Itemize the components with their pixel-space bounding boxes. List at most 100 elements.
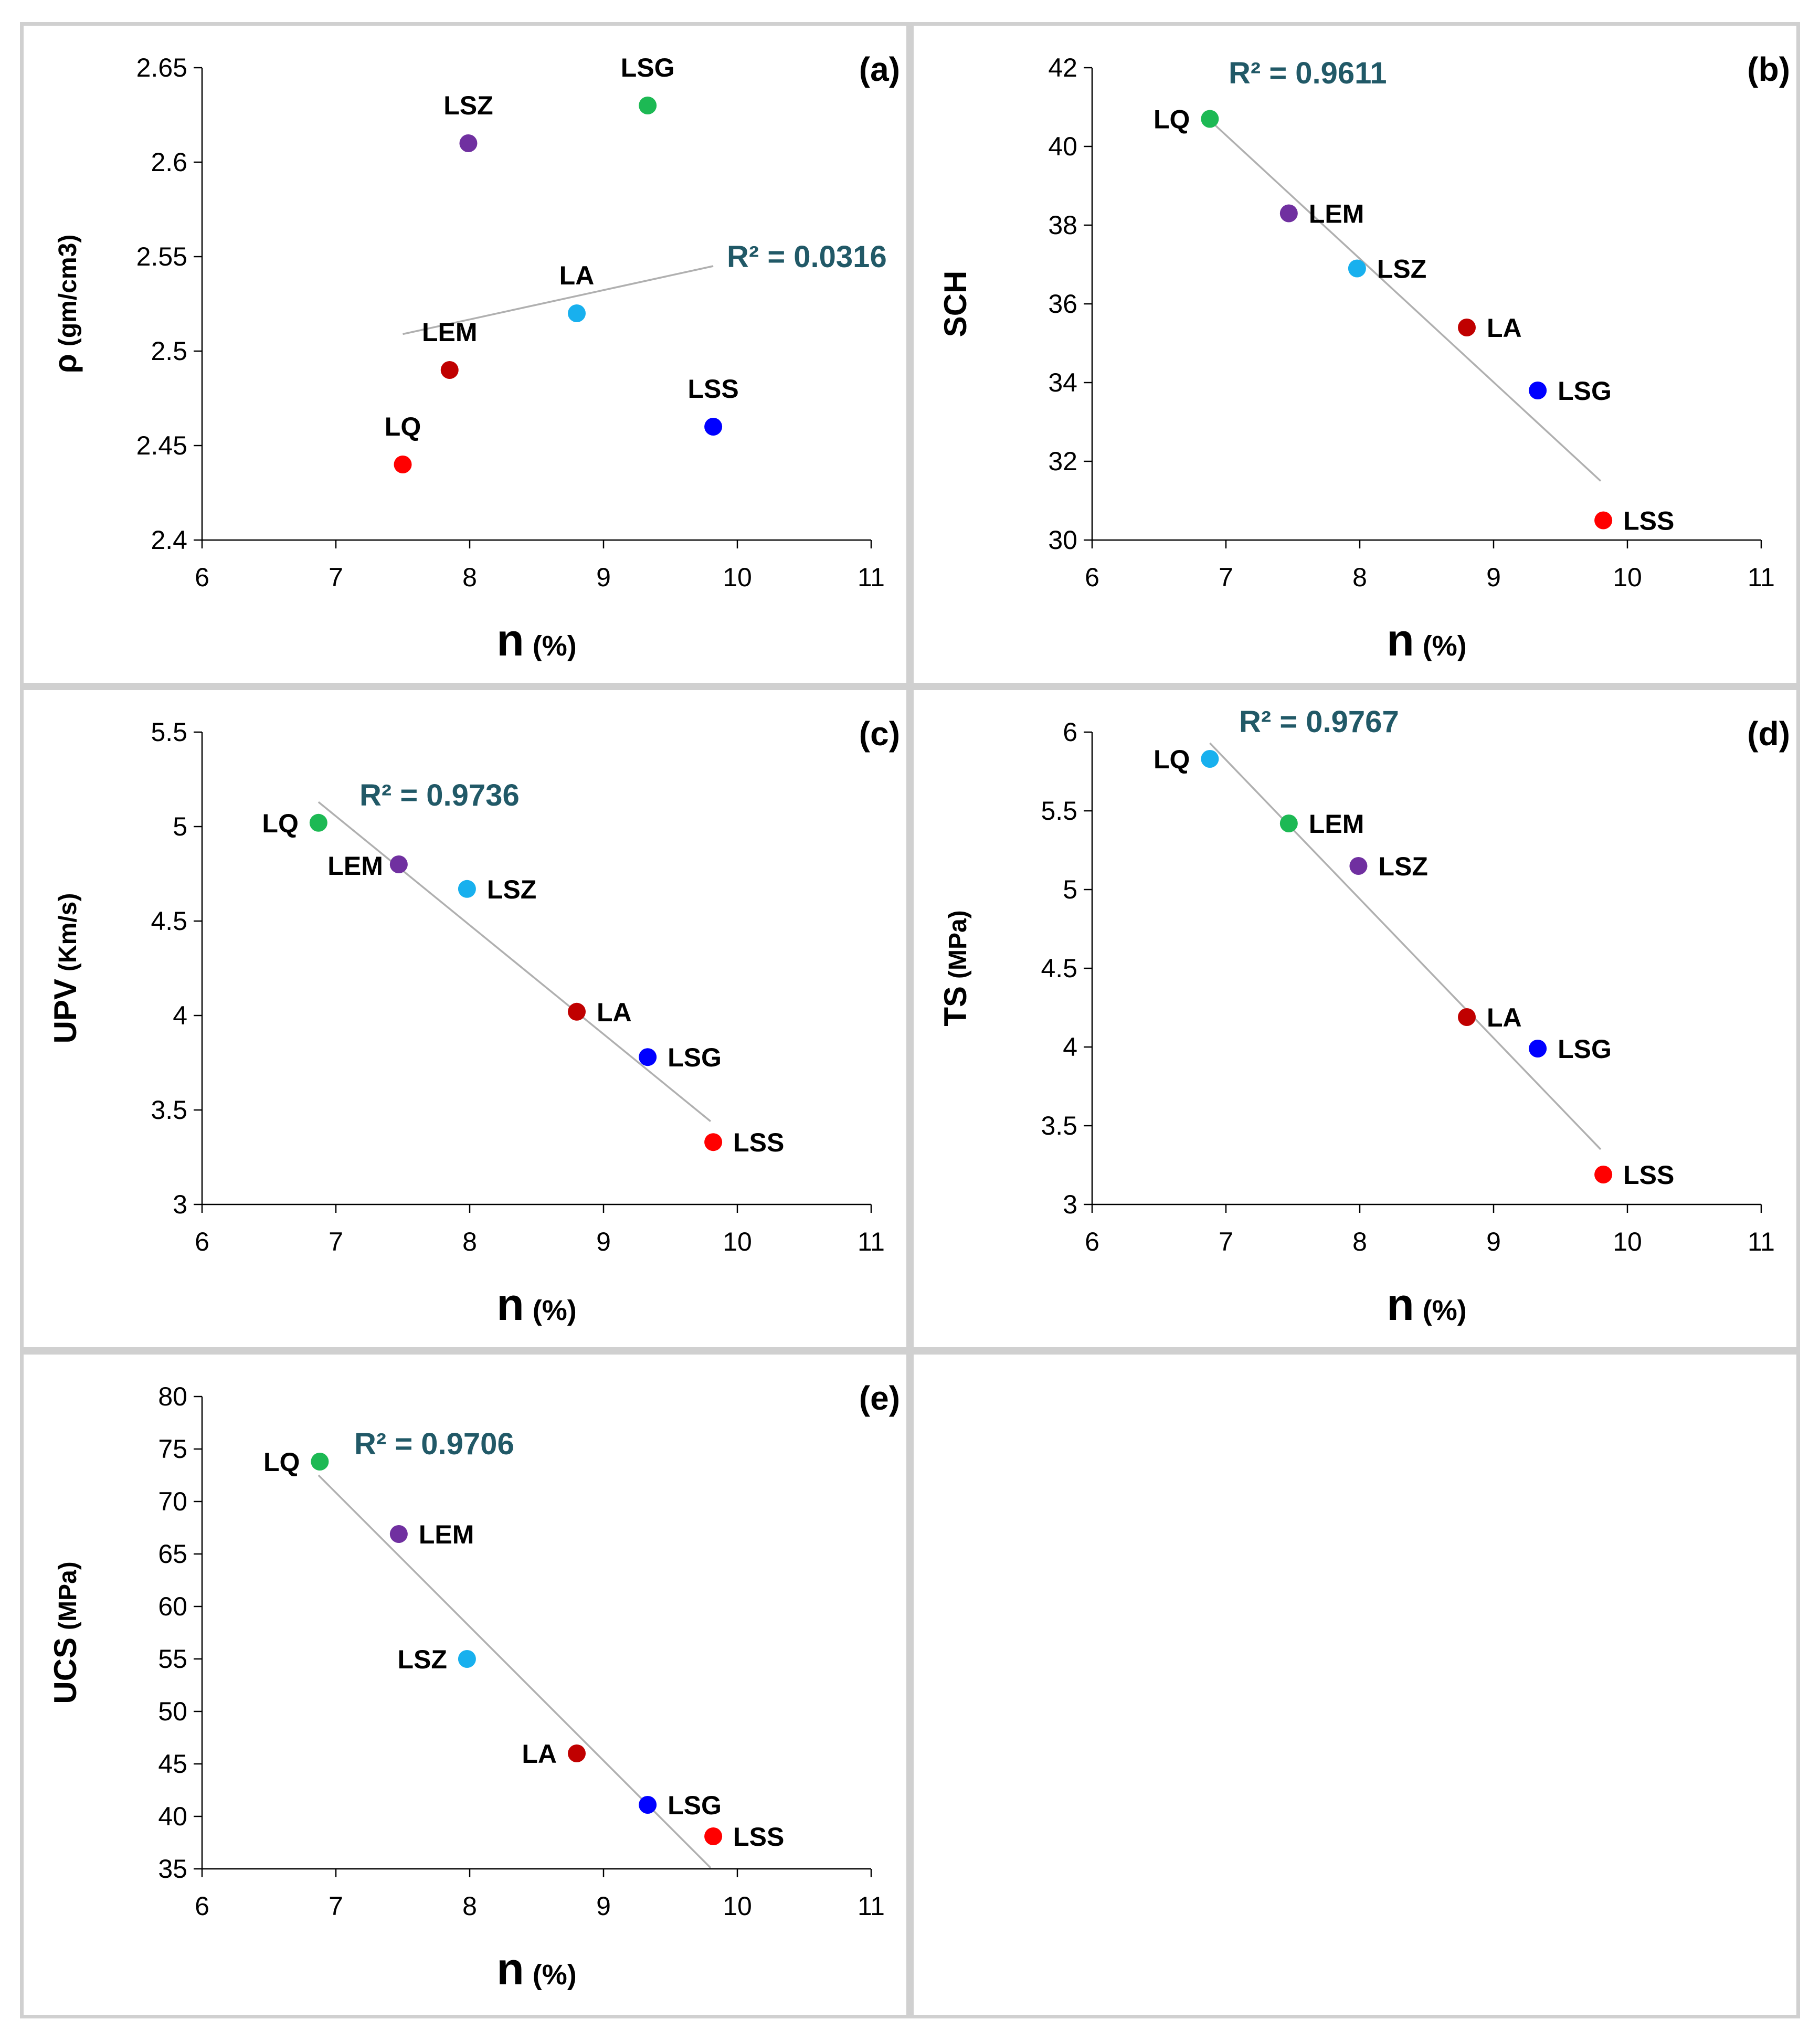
x-tick-label: 8 [462, 1891, 477, 1921]
y-tick-label: 35 [158, 1854, 187, 1884]
trend-line [1212, 122, 1602, 482]
r-squared-label: R² = 0.9767 [1239, 705, 1399, 739]
x-axis-title-main: n [496, 1944, 524, 1994]
point-label-lss: LSS [733, 1128, 784, 1157]
point-label-lq: LQ [262, 809, 298, 838]
x-tick-label: 7 [329, 563, 343, 592]
x-tick-label: 11 [1748, 563, 1775, 592]
point-label-lq: LQ [1154, 745, 1190, 774]
point-label-lsg: LSG [1558, 1034, 1612, 1064]
y-axis-title: ρ (gm/cm3) [48, 235, 83, 374]
x-tick-label: 8 [1352, 1227, 1367, 1256]
y-tick-label: 75 [158, 1434, 187, 1464]
x-axis-title-unit: (%) [1423, 630, 1467, 662]
x-tick-label: 10 [1613, 563, 1642, 592]
x-axis-title: n (%) [1387, 615, 1467, 665]
y-tick-label: 32 [1048, 447, 1077, 476]
data-point-lsg [639, 1796, 657, 1814]
trend-line [1209, 742, 1602, 1150]
point-label-la: LA [597, 998, 632, 1027]
data-point-lq [309, 813, 327, 832]
y-axis-title: UCS (MPa) [48, 1561, 83, 1704]
point-label-la: LA [522, 1739, 557, 1769]
x-tick-label: 6 [1085, 563, 1099, 592]
trend-line [403, 265, 714, 335]
x-tick-label: 7 [1219, 1227, 1233, 1256]
point-label-lsz: LSZ [397, 1645, 447, 1674]
y-axis-title-unit: (Km/s) [54, 893, 82, 971]
point-label-lem: LEM [1309, 199, 1364, 229]
data-point-lsz [1348, 259, 1366, 278]
y-axis-title-main: SCH [938, 271, 973, 337]
y-tick-label: 60 [158, 1592, 187, 1621]
point-label-lem: LEM [422, 318, 478, 347]
chart-panel-d: 6 7 8 9 10 11 3 3.5 4 4.5 5 5.5 6 LQ LEM LSZ LA LSG LSS R² … [910, 686, 1800, 1351]
y-tick-label: 80 [158, 1382, 187, 1411]
panel-label: (d) [1747, 715, 1790, 753]
y-axis-title-unit: (gm/cm3) [54, 235, 82, 346]
x-tick-label: 10 [723, 1227, 752, 1256]
data-point-la [568, 1002, 586, 1021]
point-label-la: LA [1487, 313, 1522, 343]
point-label-lq: LQ [263, 1447, 300, 1477]
x-axis-title: n (%) [496, 1944, 577, 1994]
x-tick-label: 8 [1352, 563, 1367, 592]
panel-label: (b) [1747, 50, 1790, 88]
point-label-lem: LEM [327, 851, 383, 881]
chart-svg-a: 6 7 8 9 10 11 2.4 2.45 2.5 2.55 2.6 2.65 LQ LEM LSZ LA L… [48, 50, 900, 665]
x-tick-label: 6 [195, 1227, 209, 1256]
point-label-lsz: LSZ [1378, 852, 1427, 881]
data-point-lem [440, 361, 459, 379]
y-axis-title-main: TS [938, 986, 973, 1027]
x-tick-label: 10 [1613, 1227, 1642, 1256]
empty-panel [910, 1351, 1800, 2018]
y-tick-label: 70 [158, 1487, 187, 1516]
y-axis-title-unit: (MPa) [54, 1561, 82, 1630]
x-tick-label: 8 [462, 1227, 477, 1256]
point-label-lsz: LSZ [487, 875, 536, 904]
y-tick-label: 2.4 [151, 525, 187, 555]
x-tick-label: 9 [1486, 1227, 1501, 1256]
chart-svg-c: 6 7 8 9 10 11 3 3.5 4 4.5 5 5.5 LQ LEM LSZ LA LSG LSS R² =… [48, 715, 900, 1330]
data-point-lss [704, 1133, 723, 1151]
x-axis-title-unit: (%) [533, 1295, 577, 1326]
x-tick-label: 9 [1486, 563, 1501, 592]
y-tick-label: 5 [173, 812, 187, 841]
data-point-lsg [639, 97, 657, 114]
y-tick-label: 4.5 [151, 906, 187, 936]
x-tick-label: 6 [195, 1891, 209, 1921]
x-tick-label: 7 [329, 1891, 343, 1921]
y-tick-label: 2.5 [151, 336, 187, 366]
point-label-lss: LSS [1623, 1160, 1674, 1190]
r-squared-label: R² = 0.9736 [359, 778, 520, 812]
data-point-la [1458, 1008, 1476, 1026]
chart-svg-b: 6 7 8 9 10 11 30 32 34 36 38 40 42 LQ LEM LSZ LA LSG LSS R²… [938, 50, 1790, 665]
y-tick-label: 45 [158, 1749, 187, 1779]
x-tick-label: 8 [462, 563, 477, 592]
chart-panel-e: 6 7 8 9 10 11 35 40 45 50 55 60 65 70 75 80 LQ LEM LSZ LA LS… [20, 1351, 910, 2018]
x-axis-title-main: n [1387, 1279, 1414, 1330]
x-tick-label: 11 [1748, 1227, 1775, 1256]
y-tick-label: 30 [1048, 525, 1077, 555]
panel-label: (e) [859, 1379, 900, 1417]
point-label-lsg: LSG [1558, 376, 1612, 406]
y-tick-label: 50 [158, 1697, 187, 1726]
x-axis-title: n (%) [496, 1279, 577, 1330]
x-tick-label: 10 [723, 1891, 752, 1921]
y-axis-title: TS (MPa) [938, 910, 973, 1026]
data-point-lq [311, 1453, 329, 1471]
y-tick-label: 40 [1048, 132, 1077, 161]
y-tick-label: 4.5 [1041, 954, 1077, 983]
data-point-lq [1201, 110, 1219, 128]
point-label-lss: LSS [1623, 506, 1674, 536]
panel-label: (c) [859, 715, 900, 753]
data-point-lsg [1529, 382, 1547, 399]
data-point-lem [389, 1525, 408, 1543]
data-point-lem [1279, 204, 1298, 223]
y-tick-label: 4 [1063, 1032, 1077, 1062]
y-axis-title: SCH [938, 271, 973, 337]
data-point-lem [1279, 815, 1298, 832]
y-tick-label: 3.5 [151, 1095, 187, 1125]
data-point-lsz [458, 880, 476, 898]
x-tick-label: 9 [596, 563, 611, 592]
